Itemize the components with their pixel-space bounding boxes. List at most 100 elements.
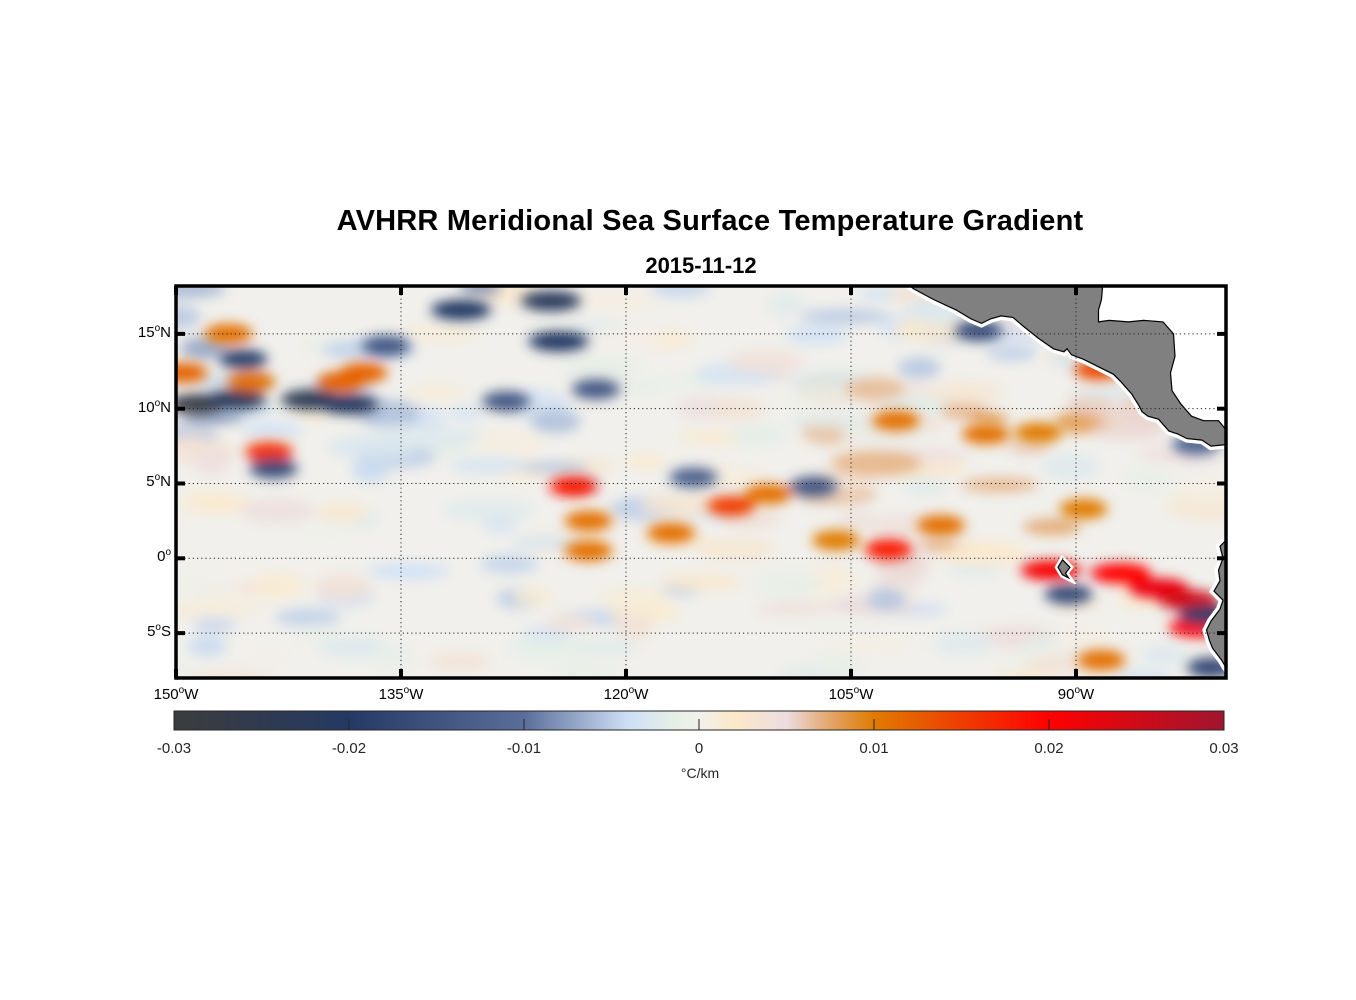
texture-patch xyxy=(406,384,467,401)
gradient-feature xyxy=(204,323,253,344)
texture-patch xyxy=(969,411,1008,426)
hemisphere-letter: W xyxy=(184,686,199,703)
colorbar-tick-label: 0.03 xyxy=(1209,740,1239,757)
texture-patch xyxy=(928,381,1003,405)
degree-symbol: o xyxy=(165,547,171,559)
colorbar-tick-label: -0.01 xyxy=(506,740,542,757)
texture-patch xyxy=(403,322,481,343)
texture-patch xyxy=(837,511,877,528)
gradient-feature xyxy=(1044,584,1093,605)
texture-patch xyxy=(728,349,805,374)
texture-patch xyxy=(193,448,230,476)
texture-patch xyxy=(694,538,777,560)
gradient-feature xyxy=(917,515,965,536)
gradient-feature xyxy=(339,362,388,383)
texture-patch xyxy=(932,631,993,656)
gradient-feature xyxy=(669,467,718,488)
texture-patch xyxy=(728,425,787,445)
colorbar-tick-label: 0.02 xyxy=(1034,740,1064,757)
gradient-feature xyxy=(245,442,293,463)
texture-patch xyxy=(783,414,877,428)
gradient-feature xyxy=(564,540,613,561)
gradient-feature xyxy=(431,299,491,320)
texture-patch xyxy=(937,540,1028,566)
gradient-feature xyxy=(954,320,1003,341)
texture-patch xyxy=(248,647,292,663)
texture-patch xyxy=(460,286,503,297)
gradient-feature xyxy=(1158,590,1219,611)
tick-label-value: 5 xyxy=(146,473,155,491)
colorbar-tick-label: -0.02 xyxy=(331,740,367,757)
texture-patch xyxy=(176,286,226,299)
texture-patch xyxy=(625,454,668,470)
texture-patch xyxy=(804,614,876,629)
gradient-feature xyxy=(227,371,275,392)
land-galapagos xyxy=(1057,558,1071,580)
texture-patch xyxy=(252,572,306,600)
gradient-feature xyxy=(482,391,530,412)
plot-area xyxy=(176,286,1226,678)
texture-patch xyxy=(813,650,862,678)
texture-patch xyxy=(304,519,357,535)
gradient-feature xyxy=(206,389,266,410)
texture-patch xyxy=(659,573,742,591)
texture-patch xyxy=(442,499,535,521)
gradient-feature xyxy=(362,335,410,356)
hemisphere-letter: W xyxy=(409,686,424,703)
tick-label-value: 0 xyxy=(157,548,166,566)
texture-patch xyxy=(589,404,650,424)
texture-patch xyxy=(619,379,671,393)
gradient-feature xyxy=(549,476,598,497)
texture-patch xyxy=(1140,645,1187,664)
texture-patch xyxy=(567,287,661,314)
texture-patch xyxy=(1022,517,1082,536)
texture-patch xyxy=(543,613,593,632)
texture-patch xyxy=(752,570,825,597)
texture-patch xyxy=(579,638,638,656)
gradient-feature xyxy=(812,530,860,551)
texture-patch xyxy=(183,593,262,619)
degree-symbol: o xyxy=(154,472,161,484)
texture-patch xyxy=(949,563,1001,577)
texture-patch xyxy=(710,397,766,421)
gradient-feature xyxy=(528,331,589,352)
texture-patch xyxy=(986,345,1037,361)
texture-patch xyxy=(563,355,640,381)
texture-patch xyxy=(785,326,849,345)
texture-patch xyxy=(188,635,227,657)
tick-label-value: 15 xyxy=(137,323,155,341)
gradient-feature xyxy=(572,379,620,400)
tick-label: 5oN xyxy=(146,472,171,490)
degree-symbol: o xyxy=(853,685,860,696)
degree-symbol: o xyxy=(154,397,161,409)
degree-symbol: o xyxy=(178,685,185,696)
degree-symbol: o xyxy=(154,322,161,334)
texture-patch xyxy=(275,608,341,627)
texture-patch xyxy=(372,643,412,670)
texture-patch xyxy=(582,325,662,352)
texture-patch xyxy=(195,565,265,580)
tick-label: 0o xyxy=(157,547,171,565)
texture-patch xyxy=(897,357,941,379)
texture-patch xyxy=(767,293,806,318)
texture-patch xyxy=(513,588,555,606)
texture-patch xyxy=(1090,422,1167,440)
texture-patch xyxy=(351,458,390,483)
colorbar-unit-label: °C/km xyxy=(680,765,720,781)
gradient-feature xyxy=(789,476,838,497)
texture-patch xyxy=(450,457,530,474)
map-frame xyxy=(174,284,1228,680)
land-south-america xyxy=(1205,539,1226,669)
texture-patch xyxy=(554,660,616,678)
tick-label: 150oW xyxy=(154,685,199,703)
texture-patch xyxy=(176,305,201,329)
gradient-feature xyxy=(219,349,268,370)
gradient-feature xyxy=(1014,422,1063,443)
texture-patch xyxy=(298,623,338,641)
colorbar-tick-label: 0.01 xyxy=(859,740,889,757)
gradient-feature xyxy=(864,539,913,560)
tick-label: 105oW xyxy=(829,685,874,703)
tick-label-value: 10 xyxy=(137,398,155,416)
gradient-feature xyxy=(564,510,613,531)
